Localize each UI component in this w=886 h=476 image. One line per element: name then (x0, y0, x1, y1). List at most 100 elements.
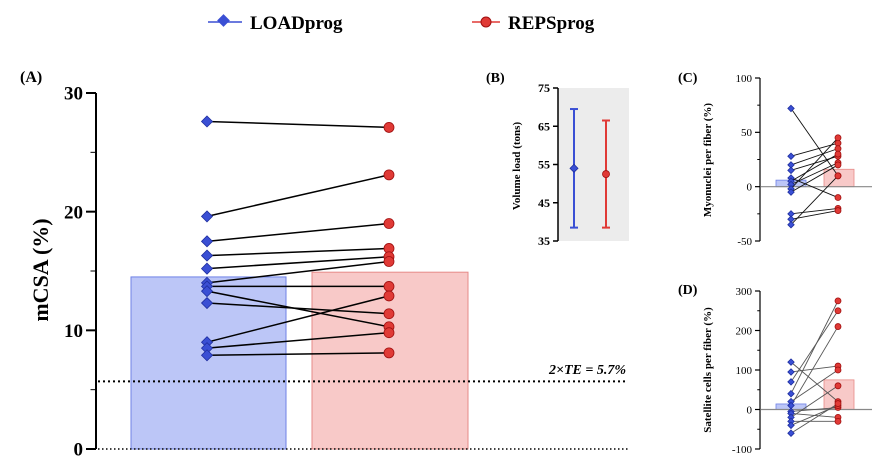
panel-a-tick-label: 30 (64, 84, 83, 105)
panel-d-reps-point (834, 366, 842, 374)
panel-c-reps-point (834, 172, 842, 180)
panel-a-reps-point (383, 218, 395, 229)
panel-a-tick-label: 10 (64, 321, 83, 342)
panel-a-tick-label: 20 (64, 202, 83, 223)
panel-a-tick-label: 0 (74, 440, 84, 461)
panel-c-reps-point (834, 134, 842, 142)
panel-d-load-point (787, 429, 795, 437)
panel-a-load-point (200, 249, 214, 262)
panel-a-pair-line (206, 295, 390, 343)
te-line-label: 2×TE = 5.7% (548, 363, 626, 378)
panel-a-pair-line (206, 352, 390, 357)
panel-a-label: (A) (20, 69, 42, 86)
panel-c-pair-line (790, 207, 839, 215)
panel-b-ylabel: Volume load (tons) (511, 122, 523, 211)
panel-c-ylabel: Myonuclei per fiber (%) (702, 103, 714, 217)
panel-d-tick-label: -100 (732, 444, 753, 456)
panel-c-pair-line (790, 164, 839, 193)
legend: LOADprog REPSprog (208, 13, 595, 34)
panel-b-background (558, 88, 629, 241)
panel-d-reps-point (834, 307, 842, 315)
panel-a-reps-point (383, 169, 395, 181)
panel-d-pair-line (790, 369, 839, 402)
panel-c-reps-point (834, 150, 842, 158)
panel-a-pair-line (206, 302, 390, 315)
panel-b-mean-point (569, 163, 579, 173)
panel-c-load-point (787, 188, 795, 196)
panel-c-label: (C) (678, 71, 698, 86)
panel-a-reps-point (383, 256, 395, 267)
panel-a-load-point (200, 115, 214, 128)
panel-c-tick-label: -50 (737, 236, 752, 248)
legend-load-marker (217, 14, 230, 27)
panel-d-reps-point (834, 400, 842, 407)
panel-b-tick-label: 45 (538, 196, 550, 210)
panel-a-reps-point (383, 122, 395, 133)
panel-c-load-point (787, 104, 795, 113)
panel-a-load-point (200, 262, 214, 275)
panel-d-ylabel: Satellite cells per fiber (%) (702, 307, 714, 433)
panel-d-load-point (787, 368, 795, 376)
panel-c-pair-line (790, 142, 839, 157)
panel-d-reps-point (834, 417, 842, 425)
panel-c-pair-line (790, 108, 839, 177)
panel-a-load-point (200, 235, 214, 248)
panel-d-reps-point (834, 382, 842, 390)
panel-c-load-point (787, 166, 795, 175)
panel-d-load-point (787, 389, 795, 398)
panel-d-tick-label: 100 (736, 365, 753, 377)
panel-a-load-point (200, 349, 214, 362)
panel-b-mean-point (602, 170, 610, 178)
panel-c-tick-label: 0 (747, 182, 753, 194)
panel-b-tick-label: 65 (538, 119, 550, 133)
panel-c-pair-line (790, 153, 839, 182)
panel-c-load-point (787, 220, 795, 229)
panel-c-pair-line (790, 137, 839, 190)
legend-reps-label: REPSprog (508, 13, 595, 34)
panel-c-pair-line (790, 148, 839, 166)
panel-b-tick-label: 55 (538, 158, 550, 172)
panel-a-pair-line (206, 174, 390, 218)
panel-c-tick-label: 100 (736, 73, 753, 85)
panel-d-reps-point (834, 323, 842, 330)
panel-a-pair-line (206, 260, 390, 284)
panel-c-pair-line (790, 210, 839, 220)
panel-d-tick-label: 0 (747, 404, 753, 416)
panel-a-pair-line (206, 331, 390, 349)
panel-d-load-point (787, 378, 795, 386)
panel-a-pair-line (206, 222, 390, 243)
panel-a-reps-point (383, 308, 395, 320)
panel-d-pair-line (790, 403, 839, 434)
panel-a-pair-line (206, 247, 390, 257)
panel-a-ylabel: mCSA (%) (28, 218, 53, 321)
panel-d-pair-line (790, 365, 839, 373)
panel-a-bar-reps (311, 271, 469, 450)
panel-a-load-point (200, 296, 214, 310)
panel-a-reps-point (383, 290, 395, 302)
panel-c-load-point (787, 152, 795, 161)
panel-a-load-point (200, 210, 214, 223)
legend-load-label: LOADprog (250, 13, 343, 34)
panel-c-pair-line (790, 175, 839, 226)
panel-c-reps-point (834, 161, 842, 169)
panel-c-reps-point (834, 194, 842, 201)
panel-c-reps-point (834, 207, 842, 214)
panel-d-pair-line (790, 385, 839, 418)
panel-a-pair-line (206, 256, 390, 270)
panel-b-tick-label: 75 (538, 81, 550, 95)
panel-a-load-point (200, 285, 214, 298)
panel-d-load-point (787, 421, 795, 430)
panel-b-tick-label: 35 (538, 234, 550, 248)
panel-d-tick-label: 200 (736, 325, 753, 337)
panel-a-reps-point (383, 327, 395, 339)
panel-d-pair-line (790, 361, 839, 402)
legend-reps-marker (480, 16, 492, 28)
panel-d-pair-line (790, 326, 839, 406)
panel-d-reps-point (834, 297, 842, 305)
panel-d-load-point (787, 358, 795, 366)
panel-d-tick-label: 300 (736, 286, 753, 298)
panel-d-label: (D) (678, 283, 698, 298)
panel-a-reps-point (383, 347, 395, 359)
panel-c-tick-label: 50 (741, 127, 753, 139)
